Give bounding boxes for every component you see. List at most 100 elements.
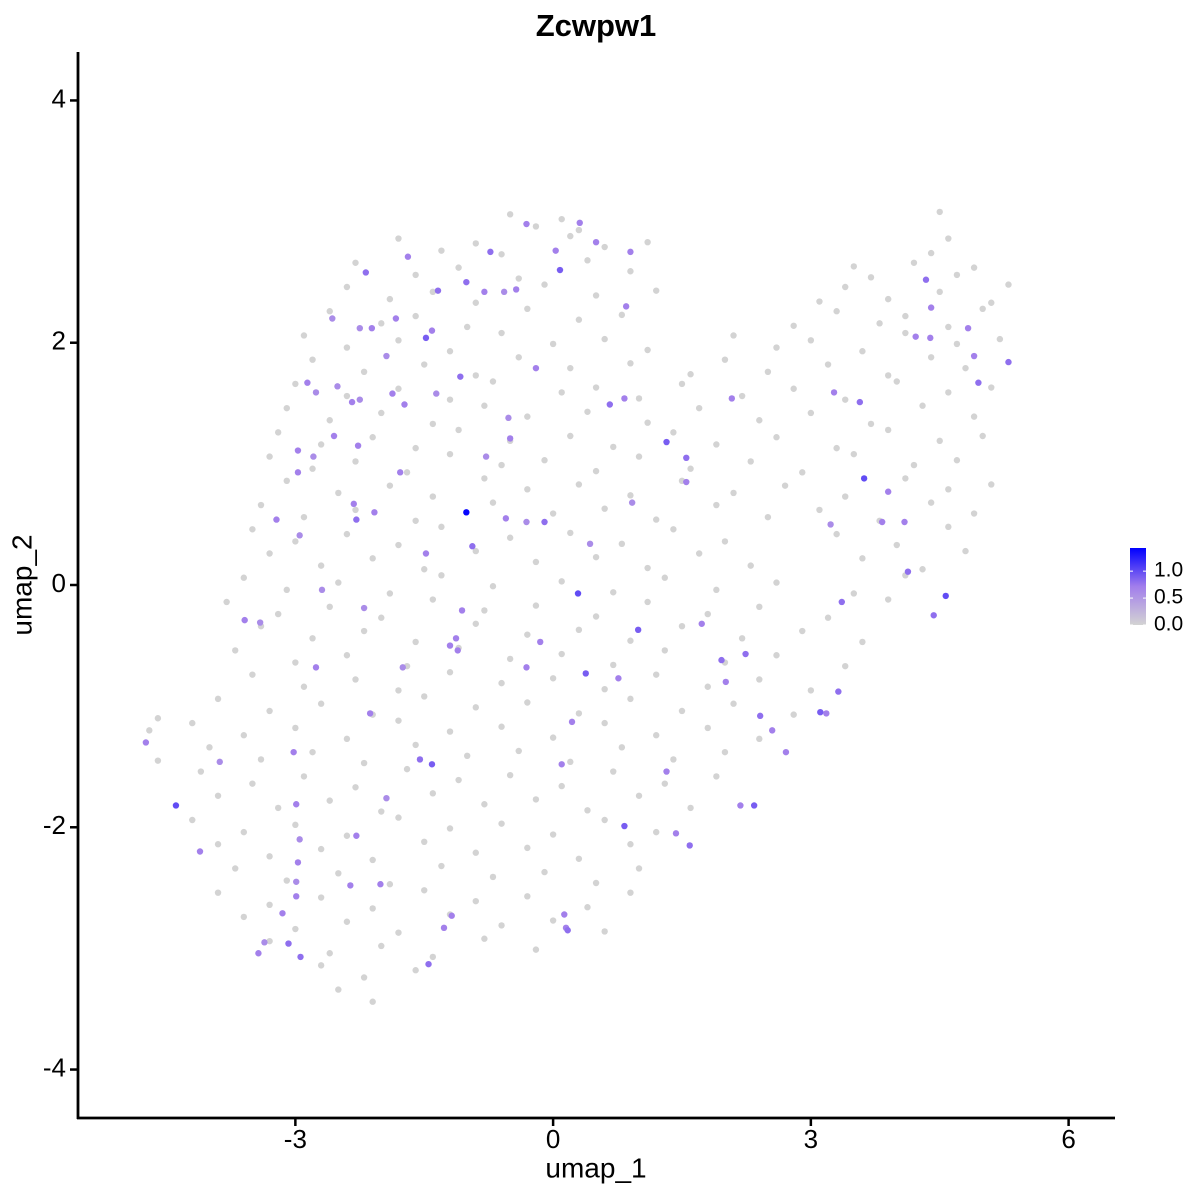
point bbox=[266, 853, 273, 860]
point bbox=[353, 516, 360, 523]
point bbox=[683, 478, 690, 486]
point bbox=[197, 768, 205, 775]
point bbox=[386, 881, 394, 888]
point bbox=[395, 541, 402, 549]
point bbox=[343, 918, 351, 925]
point bbox=[790, 322, 797, 329]
point bbox=[317, 894, 325, 901]
point bbox=[383, 352, 390, 360]
x-tick-label: 3 bbox=[804, 1124, 818, 1154]
point bbox=[838, 598, 845, 606]
chart-title: Zcwpw1 bbox=[536, 8, 657, 43]
point bbox=[945, 389, 952, 396]
point bbox=[799, 469, 806, 476]
point bbox=[842, 396, 849, 403]
point bbox=[601, 505, 608, 512]
point bbox=[274, 610, 282, 618]
point bbox=[389, 390, 396, 397]
point bbox=[343, 735, 351, 743]
point bbox=[902, 312, 909, 320]
point bbox=[592, 879, 600, 887]
point bbox=[429, 420, 437, 428]
point bbox=[532, 223, 540, 230]
point bbox=[412, 517, 419, 524]
point bbox=[343, 283, 351, 291]
point bbox=[294, 859, 302, 866]
point bbox=[575, 855, 583, 862]
point bbox=[549, 510, 557, 517]
point bbox=[378, 409, 385, 417]
point bbox=[330, 432, 338, 440]
point bbox=[627, 695, 634, 703]
point bbox=[842, 493, 849, 500]
point bbox=[294, 447, 302, 454]
point bbox=[216, 758, 223, 766]
point bbox=[524, 893, 531, 900]
point bbox=[214, 889, 222, 896]
point bbox=[343, 392, 351, 400]
point bbox=[438, 523, 445, 531]
point bbox=[266, 453, 273, 460]
point bbox=[768, 727, 776, 734]
point bbox=[395, 235, 402, 242]
point bbox=[292, 380, 299, 388]
point bbox=[378, 320, 385, 327]
point bbox=[842, 662, 849, 670]
point bbox=[309, 356, 316, 363]
colorbar bbox=[1130, 548, 1146, 625]
point bbox=[730, 700, 737, 707]
point bbox=[300, 332, 308, 339]
point bbox=[532, 364, 540, 372]
point bbox=[878, 518, 886, 526]
point bbox=[552, 247, 559, 254]
point bbox=[429, 596, 437, 603]
point bbox=[335, 489, 342, 497]
point bbox=[979, 432, 986, 440]
point bbox=[498, 679, 505, 687]
point bbox=[343, 832, 351, 839]
point bbox=[401, 401, 408, 408]
point bbox=[860, 475, 868, 482]
point bbox=[670, 429, 677, 436]
y-axis-title: umap_2 bbox=[6, 534, 37, 635]
point bbox=[606, 401, 614, 408]
point bbox=[910, 461, 918, 469]
point bbox=[369, 905, 376, 912]
colorbar-label: 1.0 bbox=[1154, 559, 1183, 582]
point bbox=[970, 352, 978, 360]
point bbox=[360, 974, 368, 981]
point bbox=[515, 747, 522, 755]
point bbox=[592, 553, 600, 561]
point bbox=[403, 765, 411, 773]
point bbox=[472, 620, 479, 627]
point bbox=[524, 486, 531, 493]
point bbox=[750, 802, 758, 809]
point bbox=[678, 707, 686, 715]
point bbox=[945, 235, 952, 242]
point bbox=[416, 756, 424, 763]
point bbox=[558, 578, 565, 585]
point bbox=[395, 337, 402, 344]
point bbox=[884, 372, 892, 379]
point bbox=[317, 441, 325, 448]
point bbox=[584, 807, 591, 814]
point bbox=[678, 380, 686, 388]
point bbox=[988, 481, 995, 488]
point bbox=[912, 333, 919, 340]
point bbox=[469, 543, 476, 550]
point bbox=[556, 266, 564, 274]
point bbox=[738, 392, 746, 400]
point bbox=[683, 454, 690, 462]
point bbox=[498, 922, 505, 929]
point bbox=[347, 882, 354, 889]
point bbox=[773, 579, 780, 586]
point bbox=[257, 756, 265, 763]
point bbox=[352, 506, 359, 514]
point bbox=[422, 334, 430, 342]
point bbox=[292, 538, 299, 545]
point bbox=[240, 574, 248, 581]
point bbox=[292, 659, 299, 666]
point bbox=[356, 324, 364, 332]
point bbox=[350, 500, 357, 508]
point bbox=[433, 390, 440, 397]
